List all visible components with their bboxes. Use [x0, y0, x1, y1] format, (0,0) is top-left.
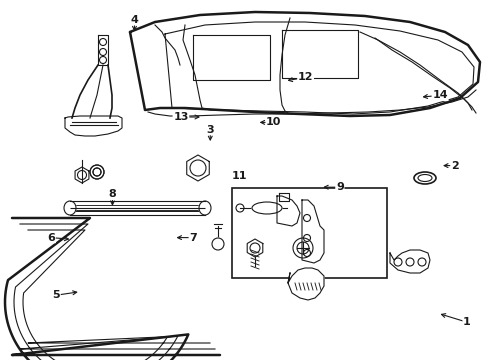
- Circle shape: [292, 238, 312, 258]
- Polygon shape: [287, 268, 324, 300]
- Text: 8: 8: [108, 189, 116, 199]
- Text: 7: 7: [189, 233, 197, 243]
- Polygon shape: [389, 250, 429, 273]
- Text: 14: 14: [431, 90, 447, 100]
- FancyBboxPatch shape: [231, 188, 386, 278]
- Ellipse shape: [64, 201, 76, 215]
- Text: 6: 6: [47, 233, 55, 243]
- Text: 11: 11: [231, 171, 247, 181]
- Circle shape: [212, 238, 224, 250]
- Text: 1: 1: [462, 317, 470, 327]
- Polygon shape: [75, 167, 89, 183]
- Polygon shape: [186, 155, 209, 181]
- Circle shape: [90, 165, 104, 179]
- Text: 3: 3: [206, 125, 214, 135]
- Text: 4: 4: [130, 15, 138, 25]
- Text: 13: 13: [173, 112, 188, 122]
- Polygon shape: [247, 239, 262, 257]
- Ellipse shape: [251, 202, 282, 214]
- Text: 10: 10: [265, 117, 281, 127]
- Ellipse shape: [413, 172, 435, 184]
- Ellipse shape: [199, 201, 210, 215]
- Text: 5: 5: [52, 290, 60, 300]
- Text: 9: 9: [335, 182, 343, 192]
- Text: 12: 12: [297, 72, 313, 82]
- Text: 2: 2: [450, 161, 458, 171]
- Circle shape: [296, 242, 308, 254]
